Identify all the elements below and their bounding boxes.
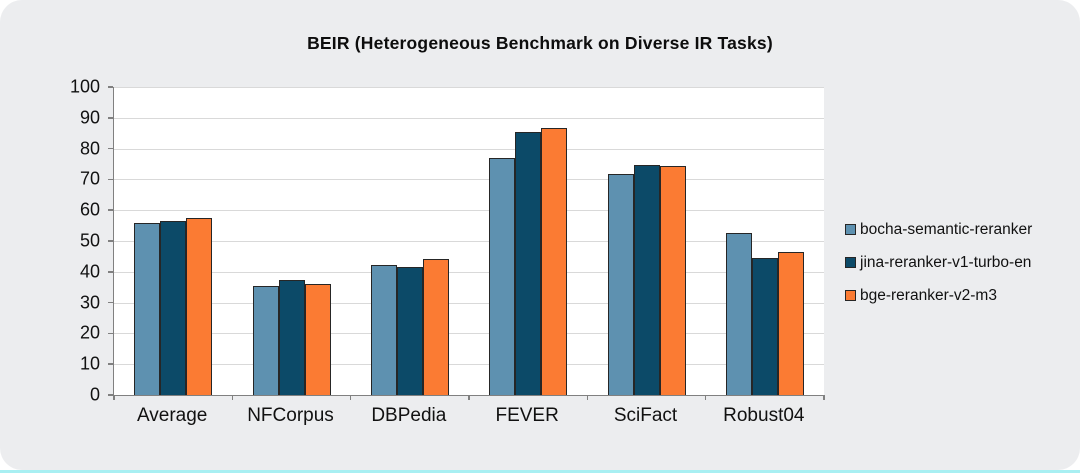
y-axis-tick-label: 0: [89, 384, 100, 405]
gridline: [114, 333, 824, 335]
x-axis-tick-mark: [231, 395, 234, 400]
x-axis-tick-mark: [113, 395, 115, 400]
x-axis-category-label: SciFact: [613, 405, 678, 426]
x-axis-category-label: DBPedia: [371, 405, 447, 426]
bar-jina-reranker-v1-turbo-en-SciFact: [633, 164, 660, 395]
bar-bocha-semantic-reranker-Robust04: [725, 233, 752, 395]
y-axis-tick-mark: [107, 332, 113, 335]
bar-bge-reranker-v2-m3-Average: [186, 217, 213, 395]
bar-bge-reranker-v2-m3-Robust04: [777, 252, 804, 395]
legend: bocha-semantic-reranker jina-reranker-v1-…: [845, 213, 1032, 312]
y-axis-tick-mark: [107, 301, 113, 304]
x-axis-tick-mark: [823, 395, 825, 400]
bar-bocha-semantic-reranker-Average: [134, 223, 161, 395]
y-axis-tick-mark: [107, 363, 113, 365]
y-axis-tick-mark: [107, 394, 113, 396]
bar-bge-reranker-v2-m3-SciFact: [659, 165, 686, 395]
gridline: [114, 117, 824, 119]
y-axis-tick-label: 90: [79, 107, 100, 128]
y-axis-tick-label: 70: [79, 168, 100, 189]
legend-label: bocha-semantic-reranker: [860, 220, 1033, 238]
y-axis-tick-mark: [107, 147, 113, 150]
y-axis-tick-label: 40: [79, 261, 100, 282]
y-axis-tick-mark: [107, 209, 113, 211]
gridline: [114, 241, 824, 242]
bar-bocha-semantic-reranker-NFCorpus: [252, 285, 279, 395]
bar-jina-reranker-v1-turbo-en-FEVER: [515, 132, 542, 395]
x-axis-tick-mark: [704, 395, 707, 400]
x-axis-tick-mark: [468, 395, 470, 400]
gridline: [114, 87, 824, 88]
bar-jina-reranker-v1-turbo-en-DBPedia: [396, 266, 423, 395]
y-axis-tick-label: 30: [79, 292, 100, 313]
legend-item: bge-reranker-v2-m3: [845, 279, 1032, 312]
bar-jina-reranker-v1-turbo-en-NFCorpus: [278, 280, 305, 395]
y-axis-tick-label: 80: [79, 138, 100, 159]
x-axis-category-label: Average: [136, 405, 208, 426]
bottom-accent-strip: [0, 470, 1080, 473]
gridline: [114, 148, 824, 150]
y-axis-tick-mark: [107, 178, 113, 181]
x-axis-tick-mark: [586, 395, 589, 400]
legend-swatch: [845, 224, 856, 235]
y-axis-tick-mark: [107, 86, 113, 88]
gridline: [114, 210, 824, 212]
x-axis-category-label: NFCorpus: [247, 405, 334, 426]
y-axis-tick-label: 60: [79, 199, 100, 220]
x-axis-category-label: Robust04: [723, 405, 805, 426]
y-axis-tick-label: 50: [79, 230, 100, 251]
legend-item: bocha-semantic-reranker: [845, 213, 1032, 246]
legend-swatch: [845, 257, 856, 268]
x-axis-tick-mark: [349, 395, 352, 400]
bar-jina-reranker-v1-turbo-en-Average: [160, 220, 187, 395]
bar-jina-reranker-v1-turbo-en-Robust04: [751, 258, 778, 395]
gridline: [114, 302, 824, 304]
y-axis-tick-mark: [107, 240, 113, 242]
y-axis-tick-label: 100: [69, 76, 100, 97]
bar-bge-reranker-v2-m3-NFCorpus: [304, 284, 331, 395]
bar-bge-reranker-v2-m3-FEVER: [541, 127, 568, 395]
x-axis-category-label: FEVER: [495, 405, 559, 426]
gridline: [114, 179, 824, 181]
chart-title: BEIR (Heterogeneous Benchmark on Diverse…: [307, 33, 773, 53]
legend-label: bge-reranker-v2-m3: [860, 286, 997, 304]
bar-bocha-semantic-reranker-SciFact: [607, 173, 634, 395]
plot-area: [107, 86, 825, 400]
gridline: [114, 364, 824, 366]
bar-bocha-semantic-reranker-DBPedia: [370, 265, 397, 395]
legend-swatch: [845, 290, 856, 301]
bar-bge-reranker-v2-m3-DBPedia: [422, 258, 449, 395]
bar-bocha-semantic-reranker-FEVER: [489, 157, 516, 395]
y-axis-tick-label: 20: [79, 322, 100, 343]
y-axis-tick-label: 10: [79, 353, 100, 374]
gridline: [114, 271, 824, 273]
legend-item: jina-reranker-v1-turbo-en: [845, 246, 1032, 279]
y-axis-tick-mark: [107, 271, 113, 273]
y-axis-tick-mark: [107, 117, 113, 119]
legend-label: jina-reranker-v1-turbo-en: [860, 253, 1032, 271]
